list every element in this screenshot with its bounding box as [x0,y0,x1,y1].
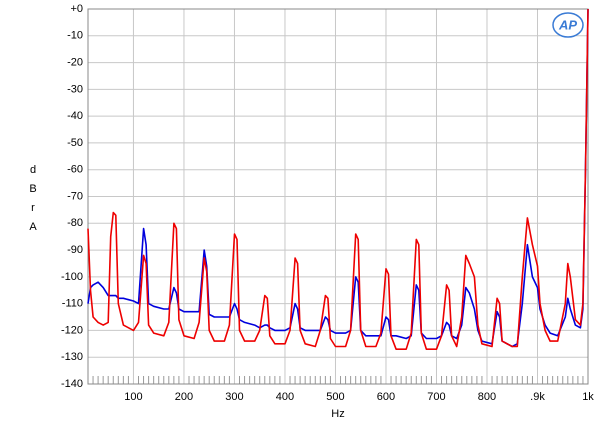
logo: AP [558,17,577,32]
x-tick-label: 300 [225,391,243,403]
logo-ring [552,12,584,38]
y-tick-label: -50 [67,137,83,149]
y-tick-label: -60 [67,164,83,176]
x-tick-label: 100 [124,391,142,403]
x-tick-label: 700 [427,391,445,403]
y-tick-label: -40 [67,110,83,122]
x-tick-label: 400 [276,391,294,403]
y-label-letter: A [29,221,37,233]
x-tick-label: 200 [175,391,193,403]
y-tick-label: -100 [61,271,83,283]
y-label-letter: r [31,202,35,214]
x-tick-label: 800 [478,391,496,403]
x-tick-label: .9k [530,391,545,403]
x-tick-label: 500 [326,391,344,403]
series-line [87,8,589,350]
y-label-letter: B [29,183,36,195]
y-label-letter: d [30,164,36,176]
y-tick-label: -120 [61,324,83,336]
y-tick-label: -20 [67,56,83,68]
x-tick-label: 1k [582,391,594,403]
y-tick-label: -130 [61,351,83,363]
x-tick-label: 600 [377,391,395,403]
y-tick-label: -140 [61,378,83,390]
y-tick-label: -10 [67,30,83,42]
y-tick-label: -80 [67,217,83,229]
x-axis-label: Hz [331,408,344,420]
y-tick-label: -110 [62,298,83,310]
plot-frame [87,8,589,385]
y-tick-label: -30 [67,83,83,95]
y-tick-label: -90 [67,244,83,256]
y-tick-label: +0 [70,3,83,15]
y-tick-label: -70 [67,190,83,202]
